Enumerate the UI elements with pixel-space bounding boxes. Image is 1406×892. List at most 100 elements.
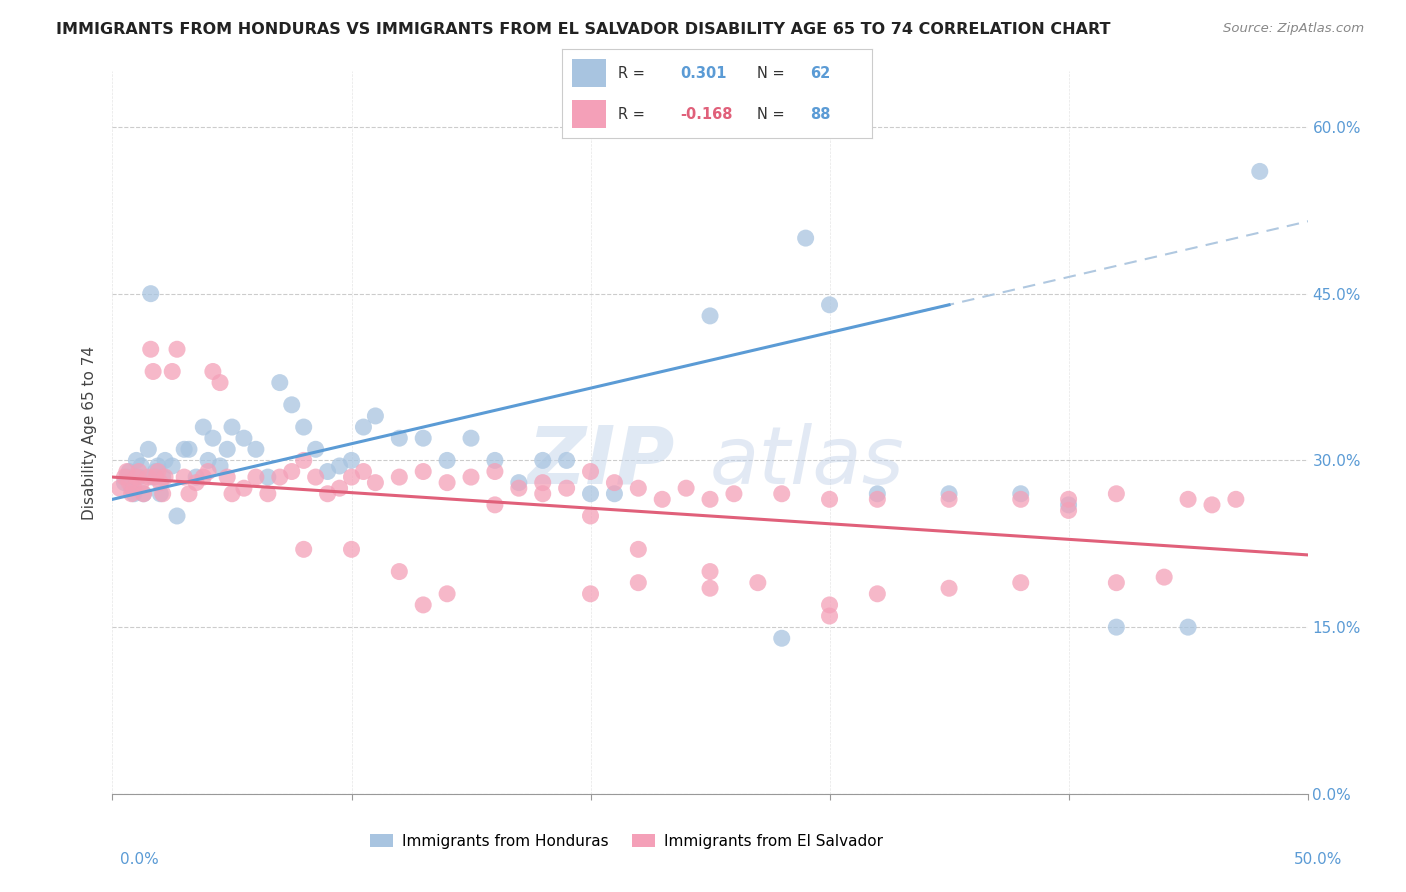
Point bbox=[193, 470, 215, 484]
Point bbox=[166, 343, 188, 357]
Point bbox=[121, 481, 143, 495]
Point bbox=[1177, 620, 1199, 634]
FancyBboxPatch shape bbox=[572, 100, 606, 128]
Point bbox=[627, 481, 650, 495]
Point bbox=[221, 487, 243, 501]
Point bbox=[153, 453, 176, 467]
Text: -0.168: -0.168 bbox=[681, 107, 733, 121]
Text: R =: R = bbox=[619, 107, 645, 121]
Point bbox=[177, 487, 200, 501]
Point bbox=[1105, 575, 1128, 590]
Point bbox=[129, 475, 152, 490]
Point bbox=[412, 465, 434, 479]
Point bbox=[460, 431, 482, 445]
Point bbox=[938, 581, 960, 595]
Point bbox=[651, 492, 673, 507]
Text: N =: N = bbox=[758, 66, 785, 80]
Point bbox=[245, 442, 267, 457]
Point bbox=[699, 581, 721, 595]
Point bbox=[818, 609, 841, 624]
Point bbox=[139, 343, 162, 357]
Point bbox=[699, 565, 721, 579]
Text: 88: 88 bbox=[810, 107, 831, 121]
Point bbox=[146, 465, 169, 479]
Point bbox=[329, 481, 352, 495]
Point bbox=[938, 487, 960, 501]
Point bbox=[115, 470, 138, 484]
Point bbox=[340, 453, 363, 467]
Point bbox=[177, 442, 200, 457]
Point bbox=[603, 487, 626, 501]
Point bbox=[579, 487, 602, 501]
Point bbox=[132, 487, 155, 501]
Text: 62: 62 bbox=[810, 66, 830, 80]
Point bbox=[364, 409, 387, 423]
Point bbox=[166, 508, 188, 523]
Text: R =: R = bbox=[619, 66, 645, 80]
Legend: Immigrants from Honduras, Immigrants from El Salvador: Immigrants from Honduras, Immigrants fro… bbox=[364, 828, 889, 855]
Point bbox=[139, 286, 162, 301]
Point bbox=[152, 487, 174, 501]
Point bbox=[603, 475, 626, 490]
Point bbox=[149, 475, 172, 490]
Point bbox=[555, 481, 578, 495]
Point bbox=[245, 470, 267, 484]
Point bbox=[531, 453, 554, 467]
Y-axis label: Disability Age 65 to 74: Disability Age 65 to 74 bbox=[82, 345, 97, 520]
Point bbox=[770, 632, 793, 646]
Point bbox=[138, 470, 160, 484]
Point bbox=[209, 458, 232, 473]
Point bbox=[269, 470, 291, 484]
Point bbox=[699, 492, 721, 507]
Text: Source: ZipAtlas.com: Source: ZipAtlas.com bbox=[1223, 22, 1364, 36]
Point bbox=[531, 475, 554, 490]
Point bbox=[412, 431, 434, 445]
FancyBboxPatch shape bbox=[572, 59, 606, 87]
Point bbox=[217, 442, 239, 457]
Point bbox=[209, 376, 232, 390]
Point bbox=[305, 442, 328, 457]
Point bbox=[484, 453, 506, 467]
Point bbox=[1010, 575, 1032, 590]
Point bbox=[436, 453, 458, 467]
Point bbox=[747, 109, 769, 123]
Point bbox=[340, 542, 363, 557]
Point bbox=[329, 458, 352, 473]
Point bbox=[460, 470, 482, 484]
Point bbox=[281, 465, 304, 479]
Text: 0.0%: 0.0% bbox=[120, 852, 159, 867]
Point bbox=[794, 231, 817, 245]
Point bbox=[292, 453, 315, 467]
Point bbox=[352, 420, 374, 434]
Point bbox=[122, 481, 145, 495]
Point bbox=[233, 431, 256, 445]
Point bbox=[579, 587, 602, 601]
Point bbox=[162, 364, 183, 378]
Point bbox=[142, 470, 165, 484]
Point bbox=[508, 481, 530, 495]
Point bbox=[114, 470, 135, 484]
Point bbox=[129, 458, 152, 473]
Point bbox=[340, 470, 363, 484]
Point bbox=[292, 542, 315, 557]
Point bbox=[128, 465, 150, 479]
Point bbox=[1177, 492, 1199, 507]
Point bbox=[269, 376, 291, 390]
Text: N =: N = bbox=[758, 107, 785, 121]
Point bbox=[675, 481, 697, 495]
Point bbox=[747, 575, 769, 590]
Point bbox=[508, 475, 530, 490]
Point bbox=[153, 470, 176, 484]
Point bbox=[627, 542, 650, 557]
Point bbox=[121, 487, 143, 501]
Point bbox=[1225, 492, 1247, 507]
Point bbox=[1057, 492, 1080, 507]
Point bbox=[186, 475, 208, 490]
Point bbox=[233, 481, 256, 495]
Point bbox=[305, 470, 328, 484]
Point bbox=[193, 420, 215, 434]
Point bbox=[114, 475, 135, 490]
Point bbox=[173, 442, 195, 457]
Point bbox=[146, 458, 169, 473]
Point bbox=[352, 465, 374, 479]
